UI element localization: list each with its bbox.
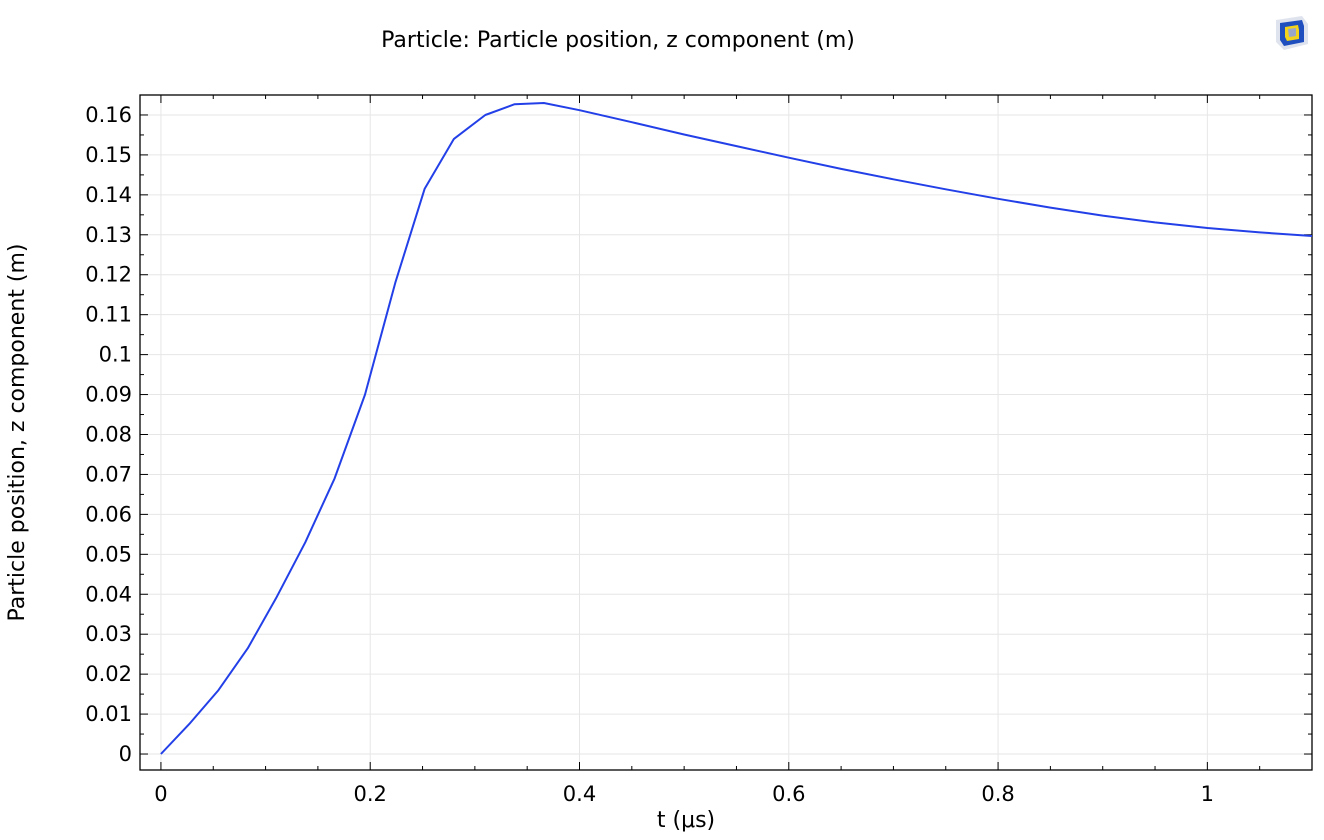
y-tick-label: 0.11 [85,303,132,327]
x-tick-label: 0.4 [563,782,596,806]
y-tick-label: 0.09 [85,383,132,407]
x-tick-label: 0.2 [354,782,387,806]
y-tick-label: 0.12 [85,263,132,287]
app-logo-icon [1276,16,1308,50]
y-tick-label: 0 [119,742,132,766]
y-tick-label: 0.08 [85,422,132,446]
y-tick-label: 0.03 [85,622,132,646]
y-tick-label: 0.07 [85,462,132,486]
series-line [160,102,1313,755]
x-tick-label: 0.6 [772,782,805,806]
x-axis-label: t (μs) [657,808,715,833]
y-tick-label: 0.1 [99,343,132,367]
x-tick-label: 0 [154,782,167,806]
x-tick-label: 1 [1201,782,1214,806]
plot-frame [139,94,1313,771]
y-tick-label: 0.05 [85,542,132,566]
x-tick-label: 0.8 [981,782,1014,806]
y-tick-label: 0.14 [85,183,132,207]
y-axis-label: Particle position, z component (m) [5,244,30,622]
y-tick-label: 0.06 [85,502,132,526]
y-tick-label: 0.02 [85,662,132,686]
y-tick-label: 0.04 [85,582,132,606]
y-tick-label: 0.16 [85,103,132,127]
chart-title: Particle: Particle position, z component… [381,28,855,53]
y-tick-label: 0.15 [85,143,132,167]
y-tick-label: 0.13 [85,223,132,247]
y-tick-label: 0.01 [85,702,132,726]
